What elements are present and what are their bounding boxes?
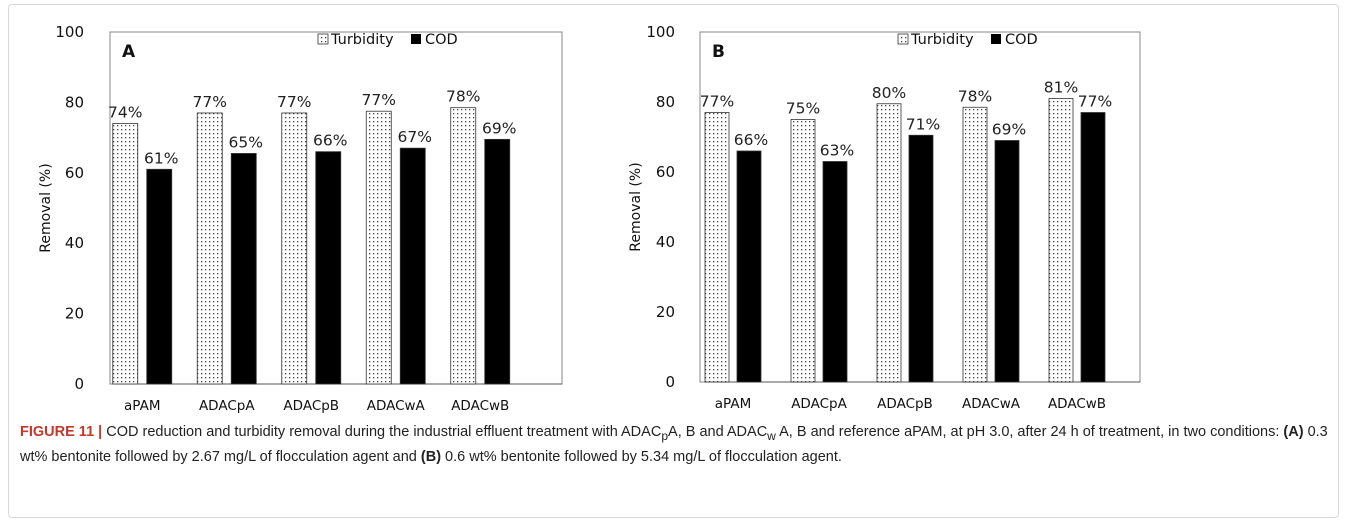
- cod-bar-adacwa: [399, 147, 426, 385]
- x-tick-label: ADACwA: [367, 398, 426, 414]
- data-label: 63%: [820, 142, 854, 160]
- panel-label: A: [122, 42, 136, 62]
- cod-bar-adacwb: [484, 138, 511, 385]
- cod-bar-apam: [146, 168, 173, 385]
- cod-bar-adacpb: [315, 151, 342, 385]
- x-tick-label: ADACpA: [791, 396, 847, 412]
- turbidity-bar-adacwa: [962, 106, 988, 383]
- x-tick-label: aPAM: [715, 396, 751, 412]
- y-tick-label: 100: [55, 23, 84, 41]
- data-label: 65%: [229, 133, 263, 151]
- y-tick-label: 20: [656, 303, 675, 321]
- x-tick-label: ADACpB: [877, 396, 933, 412]
- data-label: 77%: [193, 93, 227, 111]
- data-label: 81%: [1044, 79, 1078, 97]
- caption-subscript-w: w: [767, 428, 776, 443]
- data-label: 77%: [700, 93, 734, 111]
- data-label: 66%: [313, 132, 347, 150]
- data-label: 78%: [958, 87, 992, 105]
- y-tick-label: 0: [665, 373, 675, 391]
- data-label: 77%: [362, 91, 396, 109]
- data-label: 75%: [786, 100, 820, 118]
- caption-condition-b: (B): [420, 448, 442, 465]
- caption-subscript-p: p: [661, 428, 669, 443]
- x-tick-label: ADACpB: [283, 398, 339, 414]
- legend-label-turbidity: Turbidity: [330, 32, 394, 48]
- y-tick-label: 20: [65, 305, 84, 323]
- x-tick-label: aPAM: [124, 398, 160, 414]
- data-label: 69%: [992, 121, 1026, 139]
- cod-bar-adacpa: [230, 153, 257, 385]
- turbidity-bar-adacwa: [365, 110, 392, 385]
- caption-text-1: COD reduction and turbidity removal duri…: [102, 424, 662, 440]
- turbidity-bar-adacpa: [790, 119, 816, 383]
- turbidity-bar-adacwb: [1048, 98, 1074, 383]
- x-tick-label: ADACwB: [1048, 396, 1106, 412]
- turbidity-bar-adacwb: [450, 107, 477, 385]
- data-label: 77%: [277, 93, 311, 111]
- turbidity-bar-apam: [704, 112, 730, 383]
- y-tick-label: 80: [65, 93, 84, 111]
- turbidity-bar-adacpa: [196, 112, 223, 385]
- legend-label-cod: COD: [1005, 32, 1038, 48]
- y-tick-label: 0: [74, 375, 84, 393]
- chart-panel-a: 0 20 40 60 80 100 Removal (%) A 74% 61% aPAM 77% 65%…: [38, 23, 563, 414]
- data-label: 61%: [144, 149, 178, 167]
- legend-swatch-turbidity: [897, 33, 909, 45]
- x-tick-label: ADACwB: [451, 398, 509, 414]
- data-label: 78%: [446, 88, 480, 106]
- y-axis-label: Removal (%): [38, 163, 54, 252]
- legend: Turbidity COD: [317, 32, 458, 48]
- y-tick-label: 60: [656, 163, 675, 181]
- caption-text-3: A, B and reference aPAM, at pH 3.0, afte…: [775, 424, 1284, 440]
- data-label: 66%: [734, 131, 768, 149]
- data-label: 69%: [482, 119, 516, 137]
- turbidity-bar-apam: [112, 123, 139, 385]
- caption-label: FIGURE 11 |: [20, 424, 103, 440]
- legend-label-cod: COD: [425, 32, 458, 48]
- x-tick-label: ADACpA: [199, 398, 255, 414]
- cod-bar-adacwa: [994, 140, 1020, 383]
- turbidity-bar-adacpb: [281, 112, 308, 385]
- caption-text-2: A, B and ADAC: [668, 424, 768, 440]
- data-label: 67%: [398, 128, 432, 146]
- panel-label: B: [712, 42, 725, 62]
- y-tick-label: 40: [65, 234, 84, 252]
- data-label: 74%: [108, 104, 142, 122]
- data-label: 71%: [906, 115, 940, 133]
- legend-swatch-turbidity: [317, 33, 329, 45]
- caption-condition-a: (A): [1283, 424, 1304, 440]
- legend-swatch-cod: [411, 34, 421, 44]
- legend-swatch-cod: [991, 34, 1001, 44]
- y-tick-label: 80: [656, 93, 675, 111]
- caption-text-4: 0.3 wt% bentonite followed by 2.67 mg/L …: [20, 424, 1328, 465]
- cod-bar-apam: [736, 150, 762, 383]
- y-tick-label: 100: [646, 23, 675, 41]
- chart-panel-b: 0 20 40 60 80 100 Removal (%) B 77% 66% aPAM 75% 63%…: [628, 23, 1141, 412]
- y-tick-label: 60: [65, 164, 84, 182]
- figure-frame: [8, 4, 1339, 518]
- y-tick-label: 40: [656, 233, 675, 251]
- x-tick-label: ADACwA: [962, 396, 1021, 412]
- legend-label-turbidity: Turbidity: [910, 32, 974, 48]
- data-label: 80%: [872, 84, 906, 102]
- turbidity-bar-adacpb: [876, 103, 902, 383]
- data-label: 77%: [1078, 93, 1112, 111]
- caption-text-5: 0.6 wt% bentonite followed by 5.34 mg/L …: [441, 448, 842, 465]
- cod-bar-adacwb: [1080, 112, 1106, 383]
- cod-bar-adacpa: [822, 161, 848, 383]
- figure-caption: FIGURE 11 | COD reduction and turbidity …: [20, 422, 1330, 468]
- legend: Turbidity COD: [897, 32, 1038, 48]
- y-axis-label: Removal (%): [628, 162, 644, 251]
- cod-bar-adacpb: [908, 134, 934, 383]
